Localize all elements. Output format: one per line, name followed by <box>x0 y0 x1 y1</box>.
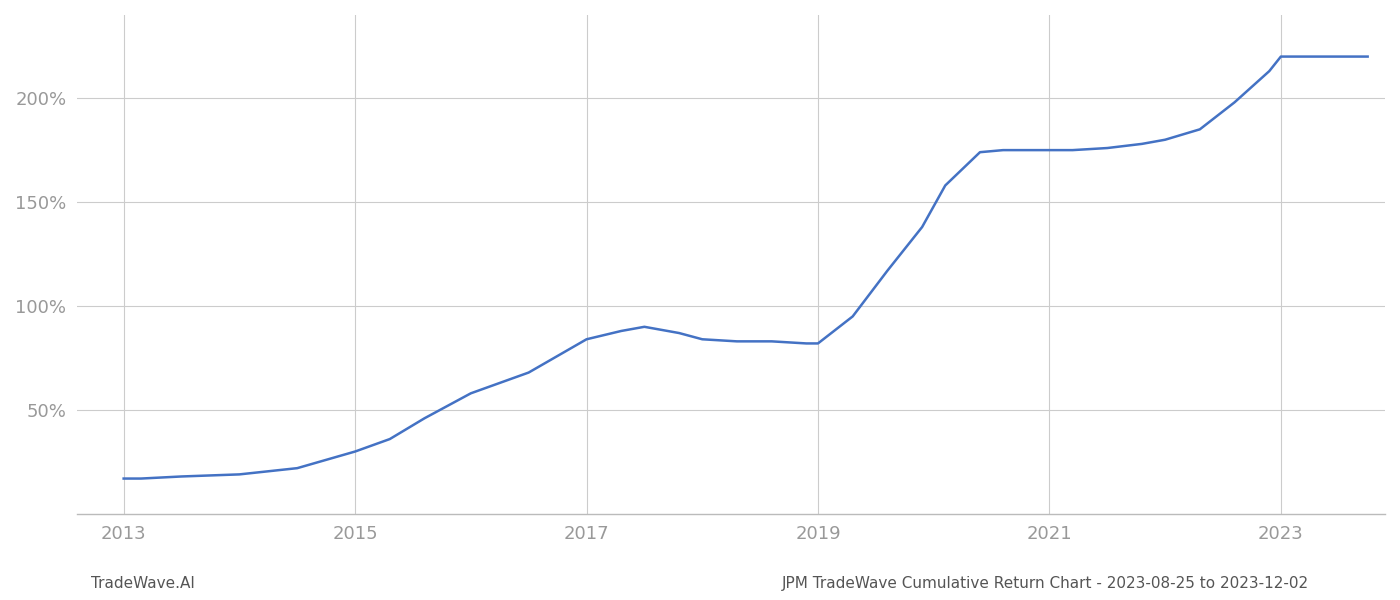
Text: TradeWave.AI: TradeWave.AI <box>91 576 195 591</box>
Text: JPM TradeWave Cumulative Return Chart - 2023-08-25 to 2023-12-02: JPM TradeWave Cumulative Return Chart - … <box>781 576 1309 591</box>
